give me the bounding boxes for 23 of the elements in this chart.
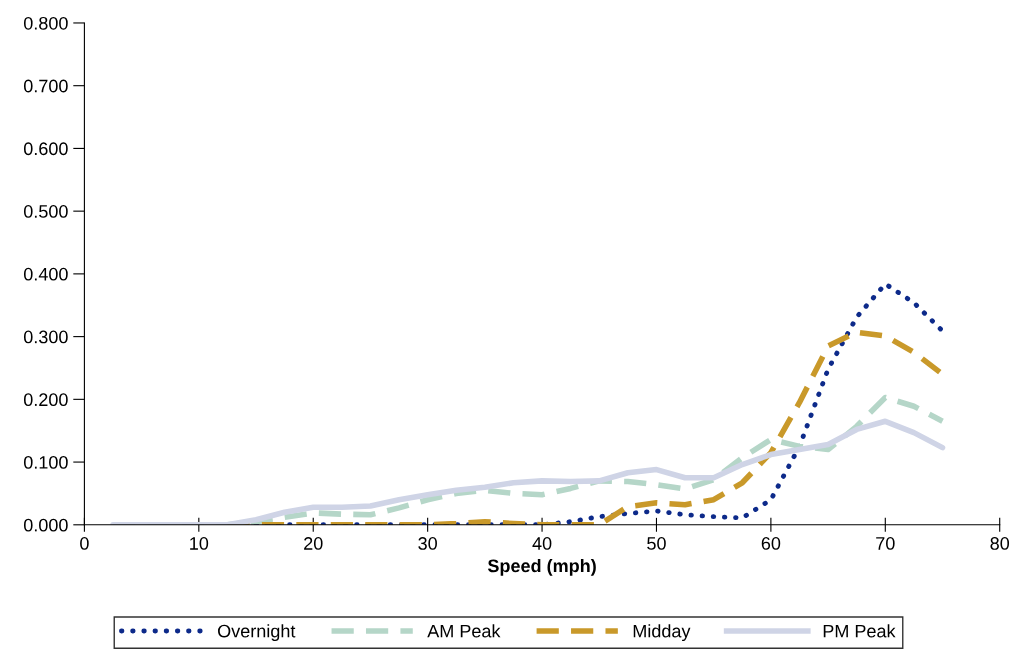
x-tick-label: 80 xyxy=(990,537,1010,550)
y-tick-label: 0.400 xyxy=(23,267,68,281)
legend-label: PM Peak xyxy=(823,624,896,638)
x-axis-title: Speed (mph) xyxy=(487,558,596,576)
x-tick-label: 40 xyxy=(532,537,552,550)
y-tick-label: 0.100 xyxy=(23,456,68,469)
y-tick-label: 0.600 xyxy=(23,142,68,156)
x-tick-label: 30 xyxy=(418,537,437,550)
y-tick-label: 0.800 xyxy=(23,16,68,30)
x-tick-label: 10 xyxy=(190,537,209,550)
x-tick-label: 50 xyxy=(647,537,666,550)
y-tick-label: 0.700 xyxy=(23,79,68,93)
x-tick-label: 0 xyxy=(80,537,89,550)
legend-label: Overnight xyxy=(218,624,296,642)
legend-label: Midday xyxy=(633,624,691,642)
y-tick-label: 0.200 xyxy=(23,393,68,407)
y-tick-label: 0.000 xyxy=(23,518,68,532)
y-tick-label: 0.500 xyxy=(23,205,68,218)
x-tick-label: 70 xyxy=(876,537,895,550)
legend-label: AM Peak xyxy=(427,624,501,638)
y-tick-label: 0.300 xyxy=(23,330,68,344)
x-tick-label: 20 xyxy=(304,537,323,550)
x-tick-label: 60 xyxy=(761,537,781,550)
